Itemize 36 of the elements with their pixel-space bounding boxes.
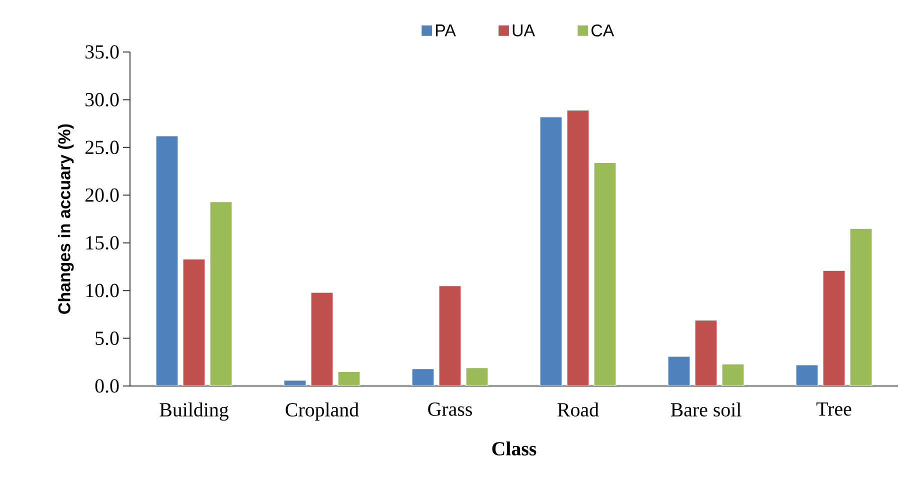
y-axis-title: Changes in accuary (%) — [58, 124, 74, 314]
bar — [694, 320, 718, 386]
y-tick-label: 5.0 — [96, 332, 119, 346]
bar — [466, 368, 488, 386]
bar — [850, 228, 872, 386]
y-tick-label: 35.0 — [86, 45, 119, 59]
bar — [182, 258, 206, 386]
y-tick-label: 0.0 — [95, 379, 119, 393]
y-tick-label: 20.0 — [85, 188, 119, 202]
bar — [412, 368, 434, 386]
y-tick-label: 25.0 — [85, 140, 119, 154]
bar — [722, 364, 744, 386]
bar — [594, 162, 616, 386]
bar — [156, 136, 178, 386]
bar — [438, 285, 462, 386]
legend-label: CA — [592, 24, 614, 36]
y-tick-label: 10.0 — [86, 284, 119, 298]
y-tick-label: 30.0 — [86, 92, 119, 106]
bar — [210, 202, 232, 386]
bar — [668, 356, 690, 386]
bar — [566, 110, 590, 386]
bar — [822, 270, 846, 386]
bar — [338, 371, 360, 386]
x-tick-label: Grass — [428, 402, 472, 416]
x-tick-label: Bare soil — [670, 402, 742, 417]
y-tick-label: 15.0 — [86, 236, 119, 250]
bar — [796, 364, 818, 386]
legend-label: PA — [436, 24, 456, 36]
x-axis-title: Class — [492, 441, 536, 456]
x-tick-label: Road — [558, 402, 599, 417]
legend-label: UA — [512, 24, 536, 36]
bar — [540, 116, 562, 386]
x-tick-label: Building — [160, 402, 228, 421]
x-tick-label: Cropland — [286, 402, 359, 421]
bar — [310, 292, 334, 386]
x-tick-label: Tree — [816, 402, 852, 416]
